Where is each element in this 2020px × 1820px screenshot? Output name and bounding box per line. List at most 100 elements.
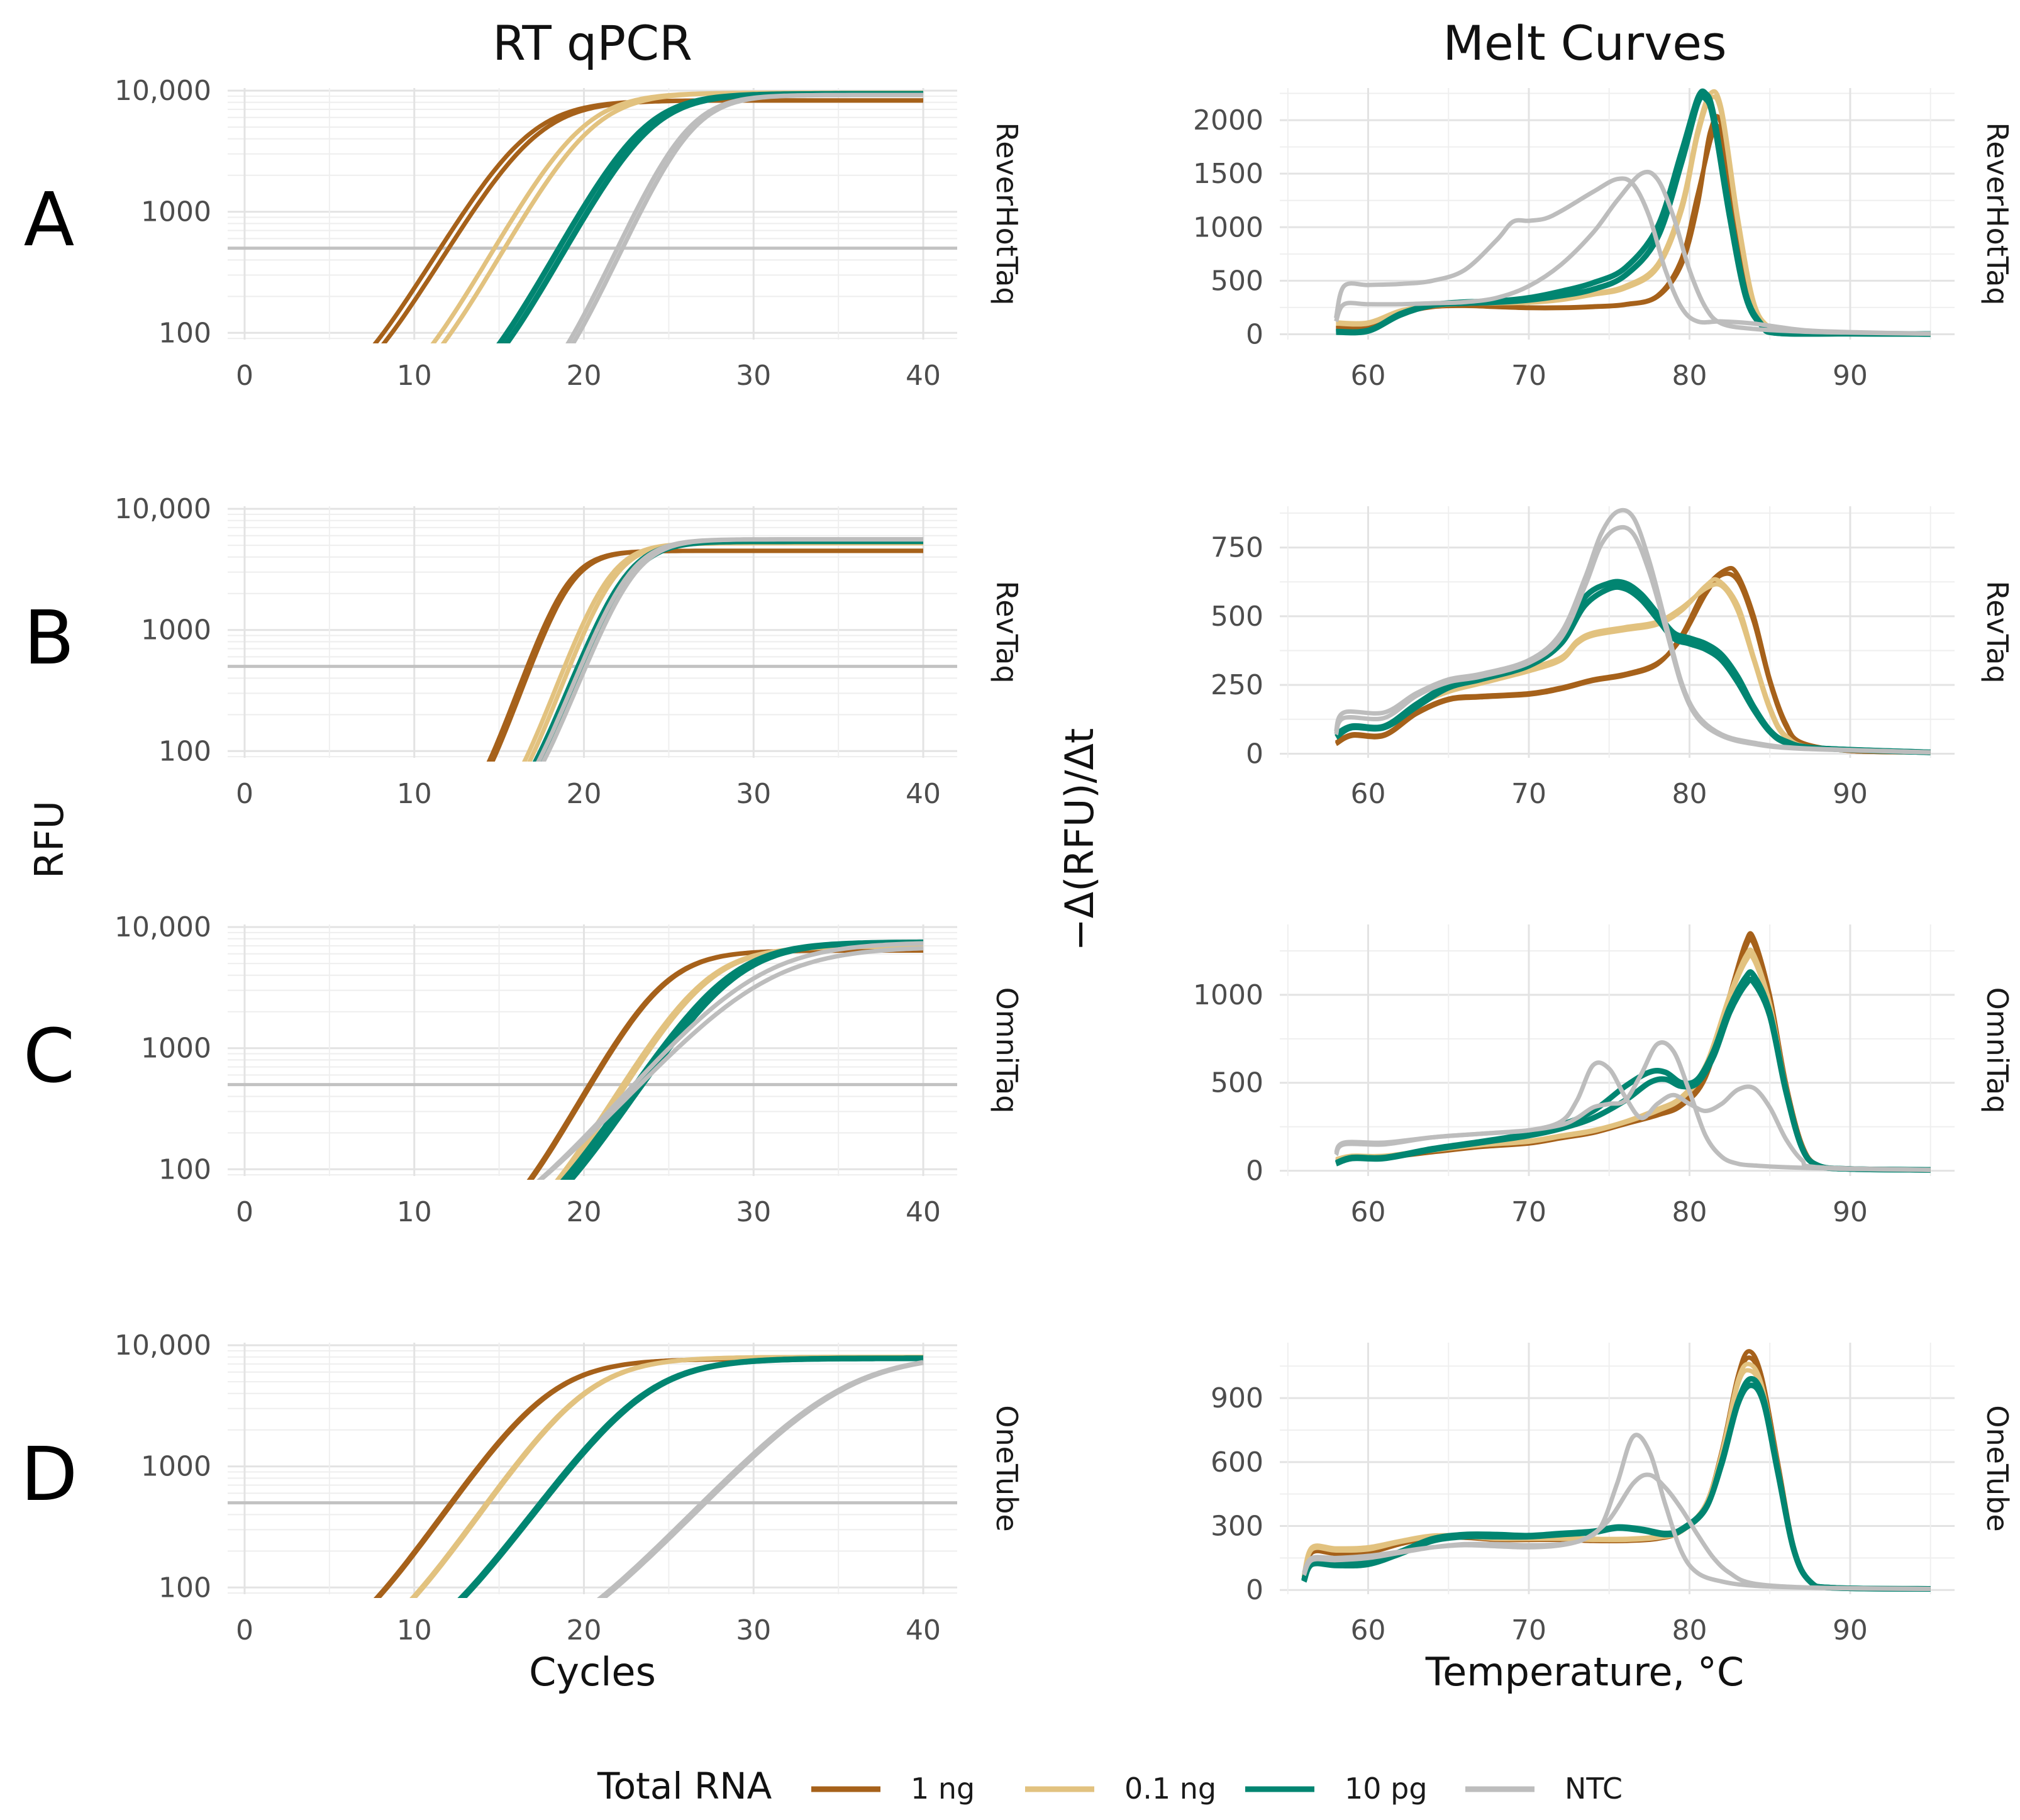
melt-b-line-ntc-rep2 [1334, 524, 1931, 755]
qpcr-a-line-1ng-rep2 [381, 98, 923, 343]
melt-a-x-tick-label: 60 [1351, 360, 1386, 392]
qpcr-b-series [486, 537, 923, 762]
panel-letter-d: D [21, 1431, 78, 1518]
melt-a-y-tick-label: 1000 [1193, 211, 1263, 243]
qpcr-a-x-tick-label: 20 [567, 360, 602, 392]
qpcr-c-line-10pg-rep2 [567, 940, 923, 1180]
melt-b-line-10pg-rep2 [1335, 579, 1931, 755]
qpcr-d-y-tick-label: 100 [158, 1572, 211, 1604]
melt-b-x-tick-label: 80 [1672, 778, 1707, 810]
legend: Total RNA 1 ng 0.1 ng 10 pg NTC [597, 1765, 1623, 1807]
qpcr-c-x-tick-label: 20 [567, 1196, 602, 1228]
qpcr-d-panel: 100 1000 10,000 0 10 20 30 40 OneTube [114, 1329, 1024, 1646]
melt-c-y-tick-label: 0 [1246, 1155, 1263, 1187]
legend-label-ntc: NTC [1565, 1772, 1623, 1806]
qpcr-d-tick-labels: 100 1000 10,000 0 10 20 30 40 [114, 1329, 941, 1646]
qpcr-d-line-10pg-rep2 [459, 1355, 923, 1598]
melt-d-panel: 0 300 600 900 60 70 80 90 OneTube [1211, 1343, 2014, 1646]
qpcr-c-line-ntc-rep2 [537, 946, 924, 1180]
melt-c-panel: 0 500 1000 60 70 80 90 OmniTaq [1193, 924, 2014, 1228]
panel-letter-c: C [23, 1013, 75, 1099]
melt-c-x-tick-label: 70 [1511, 1196, 1546, 1228]
qpcr-d-x-tick-label: 40 [906, 1614, 941, 1646]
qpcr-c-grid [228, 924, 957, 1176]
melt-d-x-tick-label: 60 [1351, 1614, 1386, 1646]
qpcr-b-panel: 100 1000 10,000 0 10 20 30 40 RevTaq [114, 493, 1024, 810]
melt-d-y-tick-label: 600 [1211, 1446, 1263, 1479]
melt-c-tick-labels: 0 500 1000 60 70 80 90 [1193, 979, 1868, 1228]
melt-a-y-tick-label: 500 [1211, 265, 1263, 297]
qpcr-c-x-tick-label: 10 [397, 1196, 432, 1228]
legend-title: Total RNA [597, 1765, 772, 1807]
qpcr-b-x-tick-label: 10 [397, 778, 432, 810]
qpcr-a-x-tick-label: 10 [397, 360, 432, 392]
melt-a-x-tick-label: 80 [1672, 360, 1707, 392]
melt-a-y-tick-label: 2000 [1193, 104, 1263, 136]
right-column-title: Melt Curves [1443, 15, 1726, 71]
qpcr-a-x-tick-label: 40 [906, 360, 941, 392]
panel-letter-b: B [24, 594, 75, 681]
qpcr-c-series [526, 939, 924, 1180]
melt-b-grid [1280, 506, 1955, 758]
left-column-title: RT qPCR [492, 15, 692, 71]
melt-b-tick-labels: 0 250 500 750 60 70 80 90 [1211, 532, 1868, 810]
qpcr-b-line-1ng-rep2 [490, 548, 923, 762]
qpcr-d-y-tick-label: 1000 [141, 1451, 211, 1483]
qpcr-c-x-tick-label: 30 [736, 1196, 771, 1228]
melt-d-strip-label: OneTube [1980, 1405, 2014, 1531]
melt-c-x-tick-label: 60 [1351, 1196, 1386, 1228]
qpcr-b-x-tick-label: 40 [906, 778, 941, 810]
qpcr-a-y-tick-label: 1000 [141, 196, 211, 228]
melt-a-x-tick-label: 70 [1511, 360, 1546, 392]
melt-b-y-tick-label: 750 [1211, 532, 1263, 564]
melt-a-panel: 0 500 1000 1500 2000 60 70 80 90 ReverHotTaq [1193, 88, 2014, 392]
melt-d-y-tick-label: 300 [1211, 1511, 1263, 1543]
melt-d-series [1301, 1349, 1931, 1592]
qpcr-b-y-tick-label: 1000 [141, 614, 211, 646]
melt-b-y-tick-label: 250 [1211, 669, 1263, 701]
qpcr-a-strip-label: ReverHotTaq [990, 122, 1024, 305]
qpcr-a-tick-labels: 100 1000 10,000 0 10 20 30 40 [114, 75, 941, 392]
melt-b-series [1334, 508, 1931, 755]
left-x-axis-title: Cycles [529, 1649, 656, 1695]
qpcr-a-series [372, 91, 923, 343]
legend-label-10pg: 10 pg [1345, 1772, 1428, 1806]
melt-b-x-tick-label: 90 [1833, 778, 1868, 810]
qpcr-b-x-tick-label: 0 [236, 778, 253, 810]
qpcr-a-x-tick-label: 30 [736, 360, 771, 392]
legend-label-0-1ng: 0.1 ng [1124, 1772, 1216, 1806]
qpcr-d-y-tick-label: 10,000 [114, 1329, 211, 1362]
qpcr-b-tick-labels: 100 1000 10,000 0 10 20 30 40 [114, 493, 941, 810]
melt-d-y-tick-label: 0 [1246, 1574, 1263, 1606]
melt-d-line-ntc-rep2 [1302, 1472, 1931, 1591]
melt-a-y-tick-label: 0 [1246, 318, 1263, 350]
melt-d-tick-labels: 0 300 600 900 60 70 80 90 [1211, 1382, 1868, 1646]
melt-a-series [1333, 88, 1931, 337]
melt-a-x-tick-label: 90 [1833, 360, 1868, 392]
melt-d-x-tick-label: 80 [1672, 1614, 1707, 1646]
melt-c-y-tick-label: 500 [1211, 1067, 1263, 1099]
melt-a-tick-labels: 0 500 1000 1500 2000 60 70 80 90 [1193, 104, 1868, 392]
qpcr-a-y-tick-label: 10,000 [114, 75, 211, 107]
qpcr-b-y-tick-label: 10,000 [114, 493, 211, 525]
melt-d-y-tick-label: 900 [1211, 1382, 1263, 1414]
melt-c-y-tick-label: 1000 [1193, 979, 1263, 1011]
qpcr-b-line-ntc-rep2 [541, 537, 923, 762]
qpcr-d-line-ntc-rep2 [600, 1360, 924, 1598]
qpcr-d-strip-label: OneTube [990, 1405, 1024, 1531]
qpcr-d-series [373, 1355, 924, 1598]
legend-label-1ng: 1 ng [911, 1772, 975, 1806]
melt-d-x-tick-label: 90 [1833, 1614, 1868, 1646]
melt-a-line-ntc-rep2 [1334, 169, 1931, 336]
melt-b-x-tick-label: 70 [1511, 778, 1546, 810]
qpcr-c-tick-labels: 100 1000 10,000 0 10 20 30 40 [114, 911, 941, 1228]
melt-c-strip-label: OmniTaq [1980, 987, 2014, 1114]
qpcr-c-y-tick-label: 1000 [141, 1033, 211, 1065]
qpcr-c-x-tick-label: 0 [236, 1196, 253, 1228]
qpcr-b-strip-label: RevTaq [990, 580, 1024, 683]
melt-a-line-ntc-rep1 [1333, 176, 1931, 336]
qpcr-d-x-tick-label: 0 [236, 1614, 253, 1646]
qpcr-d-x-tick-label: 20 [567, 1614, 602, 1646]
